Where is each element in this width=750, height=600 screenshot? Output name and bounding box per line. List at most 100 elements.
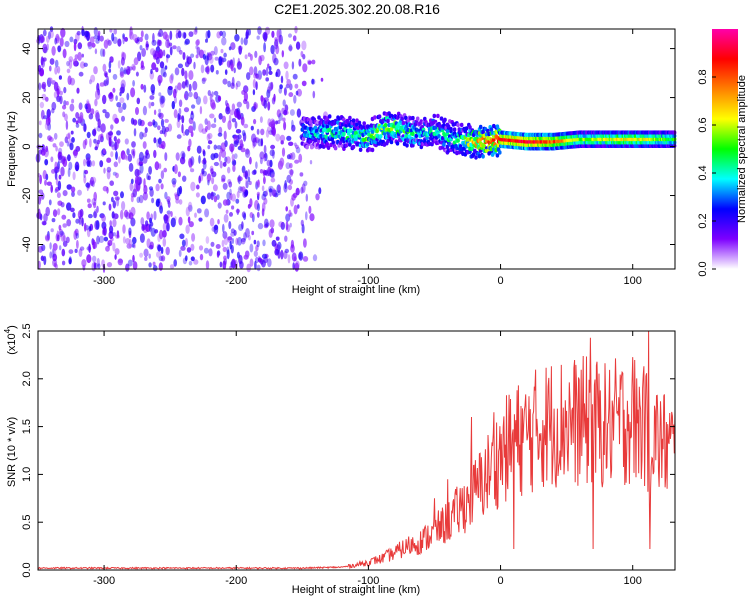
- spectrogram-noise-point: [188, 125, 194, 133]
- spectrogram-noise-point: [245, 228, 250, 238]
- spectrogram-ridge-point: [481, 154, 485, 159]
- spectrogram-noise-point: [286, 79, 292, 86]
- spectrogram-noise-point: [78, 248, 83, 257]
- spectrogram-noise-point: [308, 60, 312, 65]
- spectrogram-noise-point: [126, 65, 131, 76]
- spectrogram-noise-point: [208, 248, 213, 257]
- spectrogram-noise-point: [131, 141, 136, 148]
- spectrogram-noise-point: [184, 38, 190, 45]
- spectrogram-noise-point: [286, 135, 292, 141]
- spectrogram-noise-point: [135, 71, 139, 77]
- spectrogram-noise-point: [265, 77, 270, 82]
- spectrogram-noise-point: [107, 242, 111, 248]
- spectrogram-noise-point: [54, 59, 59, 68]
- spectrogram-noise-point: [203, 95, 208, 105]
- spectrogram-noise-point: [213, 161, 219, 167]
- spectrogram-noise-point: [90, 108, 95, 115]
- spectrogram-noise-point: [236, 191, 240, 199]
- spectrogram-noise-point: [231, 238, 235, 244]
- spectrogram-noise-point: [185, 206, 190, 217]
- spectrogram-noise-point: [74, 54, 79, 60]
- spectrogram-noise-point: [295, 260, 300, 270]
- spectrogram-ridge-point: [464, 126, 469, 131]
- spectrogram-noise-point: [259, 169, 264, 174]
- spectrogram-noise-point: [46, 108, 51, 118]
- spectrogram-noise-point: [213, 117, 217, 123]
- spectrogram-noise-point: [61, 214, 67, 220]
- spectrogram-noise-point: [87, 183, 91, 189]
- spectrogram-noise-point: [139, 36, 143, 43]
- spectrogram-noise-point: [142, 105, 147, 116]
- spectrogram-noise-point: [210, 168, 214, 175]
- spectrogram-frame: [37, 28, 676, 270]
- spectrogram-noise-point: [141, 48, 147, 57]
- spectrogram-noise-point: [233, 67, 236, 74]
- spectrogram-noise-point: [252, 78, 256, 89]
- spectrogram-noise-point: [39, 101, 45, 109]
- spectrogram-noise-point: [113, 161, 119, 168]
- spectrogram-ridge-point: [436, 113, 440, 119]
- spectrogram-noise-point: [173, 164, 178, 175]
- spectrogram-noise-point: [56, 95, 60, 101]
- colorbar-tick-label: 0.8: [697, 69, 709, 84]
- spectrogram-noise-point: [184, 70, 188, 80]
- spectrogram-noise-point: [160, 95, 166, 104]
- spectrogram-noise-point: [263, 144, 267, 154]
- spectrogram-noise-point: [90, 74, 96, 83]
- spectrogram-noise-point: [251, 170, 257, 176]
- spectrogram-noise-point: [59, 90, 63, 96]
- spectrogram-noise-point: [144, 256, 148, 262]
- spectrogram-noise-point: [152, 32, 155, 43]
- spectrogram-noise-point: [222, 231, 228, 239]
- spectrogram-noise-point: [138, 151, 144, 162]
- spectrogram-noise-point: [203, 50, 206, 55]
- spectrogram-noise-point: [289, 162, 293, 169]
- spectrogram-noise-point: [185, 224, 190, 234]
- spectrogram-noise-point: [292, 73, 298, 80]
- spectrogram-noise-point: [63, 156, 67, 161]
- spectrogram-noise-point: [254, 260, 257, 270]
- spectrogram-noise-point: [128, 227, 132, 236]
- spectrogram-noise-point: [249, 243, 254, 253]
- spectrogram-noise-point: [277, 185, 281, 192]
- spectrogram-noise-point: [91, 160, 96, 167]
- spectrogram-noise-point: [59, 141, 64, 148]
- spectrogram-noise-point: [96, 205, 99, 213]
- spectrogram-noise-point: [230, 82, 235, 89]
- spectrogram-noise-point: [128, 212, 134, 220]
- spectrogram-noise-point: [161, 125, 166, 135]
- spectrogram-noise-point: [122, 224, 126, 234]
- spectrogram-noise-point: [120, 209, 124, 220]
- spectrogram-ridge-point: [306, 117, 311, 123]
- spectrogram-y-axis-label: Frequency (Hz): [6, 111, 18, 187]
- spectrogram-noise-point: [158, 92, 162, 97]
- spectrogram-noise-point: [163, 71, 167, 78]
- spectrogram-noise-point: [201, 128, 207, 134]
- spectrogram-noise-point: [229, 188, 232, 196]
- spectrogram-noise-point: [183, 32, 187, 39]
- spectrogram-noise-point: [106, 75, 109, 86]
- spectrogram-noise-point: [116, 102, 122, 108]
- spectrogram-ridge-point: [317, 115, 321, 120]
- spectrogram-noise-point: [256, 35, 260, 40]
- spectrogram-noise-point: [142, 191, 148, 201]
- spectrogram-noise-point: [92, 255, 97, 263]
- spectrogram-noise-point: [230, 232, 236, 237]
- spectrogram-noise-point: [275, 236, 280, 241]
- spectrogram-noise-point: [108, 231, 114, 239]
- spectrogram-noise-point: [283, 121, 287, 131]
- spectrogram-noise-point: [115, 95, 118, 101]
- spectrogram-noise-point: [191, 104, 196, 109]
- spectrogram-noise-point: [106, 262, 113, 268]
- spectrogram-noise-point: [273, 57, 279, 66]
- spectrogram-noise-point: [223, 130, 227, 140]
- spectrogram-noise-point: [289, 222, 292, 228]
- spectrogram-noise-point: [245, 148, 250, 155]
- spectrogram-noise-point: [246, 263, 251, 273]
- spectrogram-noise-point: [150, 68, 153, 75]
- spectrogram-noise-point: [178, 99, 183, 108]
- spectrogram-noise-point: [112, 36, 118, 44]
- spectrogram-noise-point: [239, 143, 245, 148]
- spectrogram-noise-point: [39, 193, 43, 201]
- spectrogram-noise-point: [196, 184, 200, 190]
